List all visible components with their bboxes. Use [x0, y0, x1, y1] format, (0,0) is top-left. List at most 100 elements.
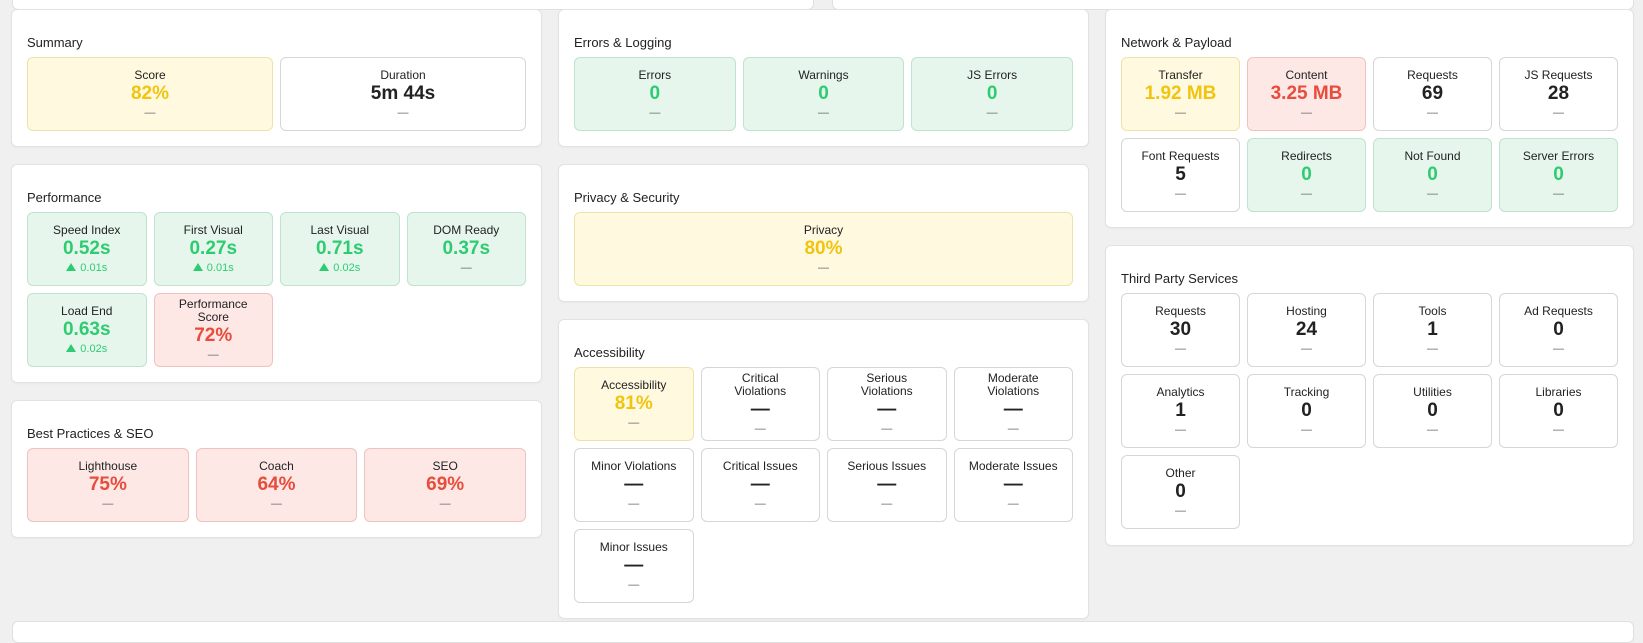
tile-delta: — — [1007, 497, 1019, 510]
other-tile[interactable]: Other 0 — — [1121, 455, 1240, 529]
utilities-tile[interactable]: Utilities 0 — — [1373, 374, 1492, 448]
minor-violations-tile[interactable]: Minor Violations — — — [574, 448, 694, 522]
up-arrow-icon — [192, 262, 203, 271]
tile-value: 69 — [1421, 82, 1444, 104]
tile-delta: — — [754, 497, 766, 510]
js-requests-tile[interactable]: JS Requests 28 — — [1499, 57, 1618, 131]
requests-tile[interactable]: Requests 69 — — [1373, 57, 1492, 131]
analytics-tile[interactable]: Analytics 1 — — [1121, 374, 1240, 448]
tile-label: Utilities — [1413, 384, 1452, 399]
tile-value: 30 — [1169, 318, 1192, 340]
libraries-tile[interactable]: Libraries 0 — — [1499, 374, 1618, 448]
privacy-tile[interactable]: Privacy 80% — — [574, 212, 1073, 286]
tile-value: 64% — [257, 473, 296, 495]
tile-delta: — — [986, 106, 998, 119]
tile-value: — — [624, 554, 644, 576]
tile-value: 80% — [804, 237, 843, 259]
content-tile[interactable]: Content 3.25 MB — — [1247, 57, 1366, 131]
tile-label: Load End — [61, 303, 113, 318]
font-requests-tile[interactable]: Font Requests 5 — — [1121, 138, 1240, 212]
lighthouse-tile[interactable]: Lighthouse 75% — — [27, 448, 189, 522]
tile-value: 0 — [1553, 163, 1564, 185]
serious-violations-tile[interactable]: Serious Violations — — — [827, 367, 947, 441]
tile-value: 0 — [1427, 163, 1438, 185]
duration-tile[interactable]: Duration 5m 44s — — [280, 57, 526, 131]
tile-value: 82% — [130, 82, 170, 104]
tile-label: Minor Violations — [591, 458, 677, 473]
tile-delta: — — [460, 261, 472, 274]
errors-tile[interactable]: Errors 0 — — [574, 57, 736, 131]
up-arrow-icon — [66, 262, 77, 271]
moderate-violations-tile[interactable]: Moderate Violations — — — [953, 367, 1073, 441]
tile-label: Errors — [638, 67, 672, 82]
tile-delta: 0.01s — [66, 262, 107, 275]
moderate-issues-tile[interactable]: Moderate Issues — — — [953, 448, 1073, 522]
minor-issues-tile[interactable]: Minor Issues — — — [574, 529, 694, 603]
tile-label: Transfer — [1158, 67, 1203, 82]
tile-delta: — — [1553, 423, 1564, 436]
score-tile[interactable]: Score 82% — — [27, 57, 273, 131]
tile-value: 0 — [1553, 399, 1564, 421]
tile-value: 0 — [1553, 318, 1564, 340]
tile-label: Tools — [1418, 303, 1447, 318]
critical-violations-tile[interactable]: Critical Violations — — — [700, 367, 820, 441]
up-arrow-icon — [66, 343, 77, 352]
coach-tile[interactable]: Coach 64% — — [195, 448, 358, 522]
tile-label: Font Requests — [1141, 148, 1220, 163]
tile-delta: — — [1427, 423, 1438, 436]
tile-delta: — — [144, 106, 156, 119]
transfer-tile[interactable]: Transfer 1.92 MB — — [1121, 57, 1240, 131]
tile-delta: — — [1175, 504, 1186, 517]
tile-value: 0 — [1175, 480, 1186, 502]
tile-value: — — [877, 399, 897, 420]
tile-label: Ad Requests — [1524, 303, 1593, 318]
tile-value: 3.25 MB — [1270, 82, 1343, 104]
errors-title: Errors & Logging — [574, 35, 672, 50]
tile-delta: — — [628, 497, 640, 510]
tile-delta: — — [207, 349, 219, 361]
tile-value: 0 — [818, 82, 829, 104]
accessibility-score-tile[interactable]: Accessibility 81% — — [574, 367, 694, 441]
critical-issues-tile[interactable]: Critical Issues — — — [700, 448, 820, 522]
third-party-title: Third Party Services — [1121, 271, 1239, 286]
delta-text: 0.01s — [80, 261, 108, 274]
dom-ready-tile[interactable]: DOM Ready 0.37s — — [406, 212, 526, 286]
tile-label: JS Errors — [967, 67, 1018, 82]
last-visual-tile[interactable]: Last Visual 0.71s 0.02s — [280, 212, 400, 286]
tile-value: 1.92 MB — [1144, 82, 1217, 104]
tile-value: 0 — [986, 82, 998, 104]
tile-label: Moderate Violations — [987, 371, 1040, 398]
tile-label: Content — [1285, 67, 1328, 82]
seo-tile[interactable]: SEO 69% — — [364, 448, 526, 522]
errors-panel: Errors & Logging Errors 0 — Warnings 0 —… — [558, 9, 1089, 147]
tile-label: Libraries — [1535, 384, 1582, 399]
tile-delta: — — [754, 423, 766, 435]
tile-label: JS Requests — [1524, 67, 1593, 82]
privacy-title: Privacy & Security — [574, 190, 680, 205]
tile-delta: — — [1175, 106, 1186, 119]
tile-value: 0.37s — [442, 237, 491, 259]
js-errors-tile[interactable]: JS Errors 0 — — [911, 57, 1073, 131]
tile-delta: 0.02s — [66, 343, 107, 356]
serious-issues-tile[interactable]: Serious Issues — — — [827, 448, 947, 522]
not-found-tile[interactable]: Not Found 0 — — [1373, 138, 1492, 212]
performance-title: Performance — [27, 190, 102, 205]
tile-delta: — — [1175, 187, 1186, 200]
third-party-requests-tile[interactable]: Requests 30 — — [1121, 293, 1240, 367]
warnings-tile[interactable]: Warnings 0 — — [742, 57, 905, 131]
ad-requests-tile[interactable]: Ad Requests 0 — — [1499, 293, 1618, 367]
tracking-tile[interactable]: Tracking 0 — — [1247, 374, 1366, 448]
tile-value: 0.52s — [62, 237, 111, 259]
speed-index-tile[interactable]: Speed Index 0.52s 0.01s — [27, 212, 147, 286]
delta-text: 0.01s — [206, 261, 234, 274]
bottom-card-stub — [12, 621, 1634, 643]
tile-value: 0.71s — [315, 237, 364, 259]
server-errors-tile[interactable]: Server Errors 0 — — [1499, 138, 1618, 212]
load-end-tile[interactable]: Load End 0.63s 0.02s — [27, 293, 147, 367]
redirects-tile[interactable]: Redirects 0 — — [1247, 138, 1366, 212]
performance-score-tile[interactable]: Performance Score 72% — — [153, 293, 273, 367]
tools-tile[interactable]: Tools 1 — — [1373, 293, 1492, 367]
hosting-tile[interactable]: Hosting 24 — — [1247, 293, 1366, 367]
tile-delta: — — [102, 497, 114, 510]
first-visual-tile[interactable]: First Visual 0.27s 0.01s — [153, 212, 273, 286]
